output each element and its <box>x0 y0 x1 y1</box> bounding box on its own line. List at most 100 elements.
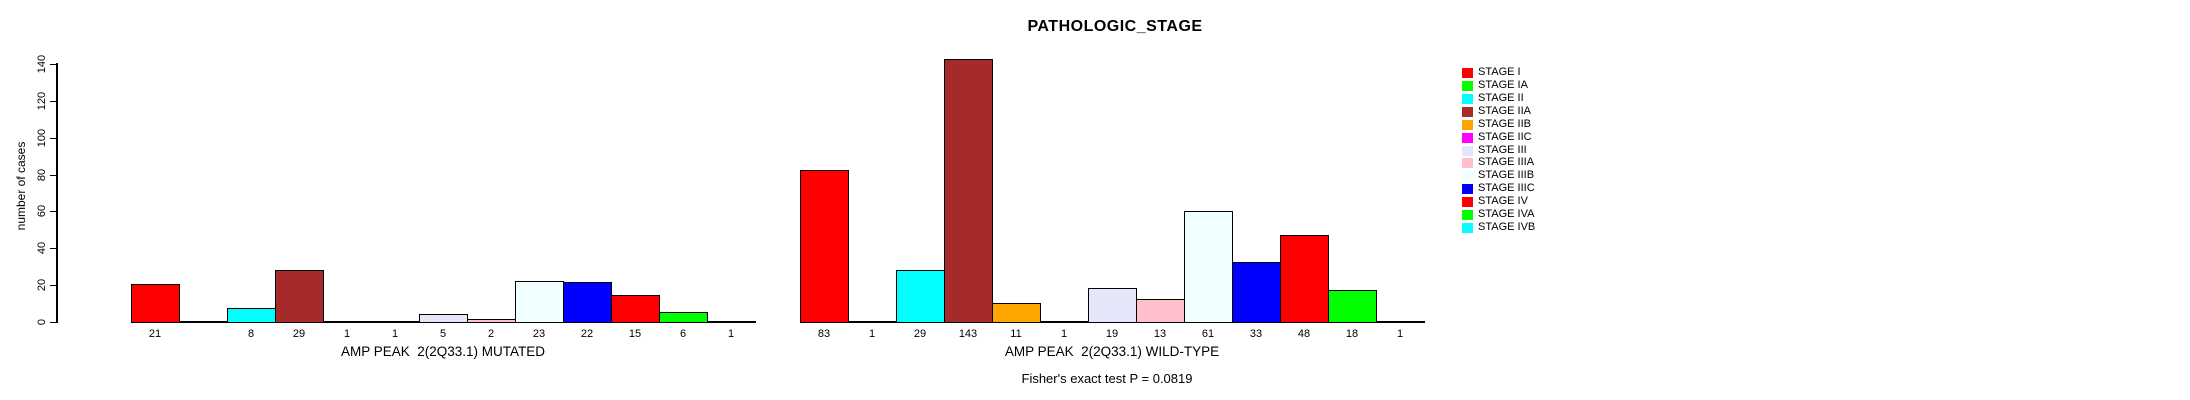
bar-count-label: 83 <box>817 328 831 340</box>
y-axis-line <box>56 63 58 323</box>
bar-mutated-stage-ia <box>179 322 228 323</box>
y-tick <box>50 138 57 139</box>
bar-count-label: 48 <box>1297 328 1311 340</box>
legend-item-stage-i: STAGE I <box>1462 67 1521 78</box>
bar-count-label: 8 <box>247 328 255 340</box>
legend-item-label: STAGE IIIA <box>1478 156 1535 168</box>
bar-wild-type-stage-ii <box>896 270 945 323</box>
y-tick-label: 80 <box>36 168 48 182</box>
bar-wild-type-stage-iia <box>944 59 993 323</box>
bar-count-label: 33 <box>1249 328 1263 340</box>
y-tick-label: 120 <box>36 91 48 111</box>
legend-item-label: STAGE IV <box>1478 195 1528 207</box>
legend-swatch-stage-iiib <box>1462 170 1473 181</box>
y-tick <box>50 175 57 176</box>
bar-count-label: 1 <box>1060 328 1068 340</box>
bar-count-label: 1 <box>1396 328 1404 340</box>
legend-item-stage-iii: STAGE III <box>1462 145 1527 156</box>
legend-item-label: STAGE IIIB <box>1478 169 1535 181</box>
bar-count-label: 22 <box>580 328 594 340</box>
bar-mutated-stage-iii <box>419 314 468 323</box>
y-tick <box>50 322 57 323</box>
legend-item-label: STAGE III <box>1478 144 1527 156</box>
chart-title: PATHOLOGIC_STAGE <box>1027 18 1203 35</box>
legend-swatch-stage-iic <box>1462 132 1473 143</box>
legend-item-stage-iv: STAGE IV <box>1462 196 1528 207</box>
x-axis-label-wild-type: AMP PEAK 2(2Q33.1) WILD-TYPE <box>1004 344 1220 359</box>
bar-wild-type-stage-iiic <box>1232 262 1281 323</box>
bar-mutated-stage-ii <box>227 308 276 323</box>
bar-count-label: 6 <box>679 328 687 340</box>
bar-wild-type-stage-ia <box>848 321 897 323</box>
bar-mutated-stage-ivb <box>707 321 756 323</box>
legend-item-label: STAGE IIA <box>1478 105 1531 117</box>
bar-count-label: 21 <box>148 328 162 340</box>
legend-swatch-stage-iib <box>1462 119 1473 130</box>
legend-item-label: STAGE IVB <box>1478 221 1536 233</box>
y-axis-label: number of cases <box>14 141 28 231</box>
bar-count-label: 19 <box>1105 328 1119 340</box>
bar-mutated-stage-iiia <box>467 319 516 323</box>
bar-mutated-stage-iv <box>611 295 660 323</box>
legend-item-label: STAGE IIIC <box>1478 182 1535 194</box>
legend-item-stage-iva: STAGE IVA <box>1462 209 1534 220</box>
bar-wild-type-stage-i <box>800 170 849 323</box>
y-tick-label: 60 <box>36 204 48 218</box>
bar-count-label: 1 <box>727 328 735 340</box>
bar-count-label: 1 <box>343 328 351 340</box>
y-tick-label: 140 <box>36 54 48 74</box>
bar-count-label: 143 <box>958 328 978 340</box>
bar-wild-type-stage-iiia <box>1136 299 1185 323</box>
bar-mutated-stage-iiic <box>563 282 612 323</box>
bar-wild-type-stage-ivb <box>1376 321 1425 323</box>
legend-swatch-stage-iii <box>1462 145 1473 156</box>
legend-swatch-stage-ii <box>1462 93 1473 104</box>
y-tick <box>50 64 57 65</box>
legend-swatch-stage-iia <box>1462 106 1473 117</box>
bar-count-label: 13 <box>1153 328 1167 340</box>
bar-count-label <box>179 328 227 340</box>
legend-swatch-stage-iva <box>1462 209 1473 220</box>
legend-swatch-stage-ivb <box>1462 222 1473 233</box>
bar-count-label: 2 <box>487 328 495 340</box>
legend-item-stage-iic: STAGE IIC <box>1462 132 1532 143</box>
bar-mutated-stage-iva <box>659 312 708 323</box>
fisher-test-note: Fisher's exact test P = 0.0819 <box>1021 371 1193 386</box>
legend-item-stage-ivb: STAGE IVB <box>1462 222 1535 233</box>
y-tick <box>50 248 57 249</box>
bar-count-label: 15 <box>628 328 642 340</box>
legend-item-stage-iia: STAGE IIA <box>1462 106 1531 117</box>
y-tick <box>50 211 57 212</box>
bar-count-label: 61 <box>1201 328 1215 340</box>
bar-mutated-stage-i <box>131 284 180 323</box>
y-tick-label: 0 <box>36 318 48 326</box>
legend-item-label: STAGE I <box>1478 66 1521 78</box>
legend-item-label: STAGE IIB <box>1478 118 1531 130</box>
bar-count-label: 29 <box>292 328 306 340</box>
bar-count-label: 29 <box>913 328 927 340</box>
y-tick <box>50 285 57 286</box>
y-tick <box>50 101 57 102</box>
y-tick-label: 40 <box>36 241 48 255</box>
legend-item-stage-iib: STAGE IIB <box>1462 119 1531 130</box>
bar-mutated-stage-iic <box>371 321 420 323</box>
y-tick-label: 100 <box>36 128 48 148</box>
bar-wild-type-stage-iib <box>992 303 1041 323</box>
legend-item-stage-iiib: STAGE IIIB <box>1462 170 1534 181</box>
legend-swatch-stage-iiic <box>1462 183 1473 194</box>
bar-count-label: 1 <box>391 328 399 340</box>
bar-count-label: 11 <box>1010 328 1022 340</box>
bar-count-label: 23 <box>532 328 546 340</box>
legend-item-stage-ia: STAGE IA <box>1462 80 1528 91</box>
bar-wild-type-stage-iii <box>1088 288 1137 323</box>
legend-swatch-stage-iv <box>1462 196 1473 207</box>
bar-mutated-stage-iib <box>323 321 372 323</box>
legend-swatch-stage-ia <box>1462 80 1473 91</box>
legend-swatch-stage-i <box>1462 67 1473 78</box>
legend-swatch-stage-iiia <box>1462 157 1473 168</box>
y-tick-label: 20 <box>36 278 48 292</box>
bar-count-label: 1 <box>868 328 876 340</box>
bar-wild-type-stage-iic <box>1040 321 1089 323</box>
bar-count-label: 18 <box>1345 328 1359 340</box>
